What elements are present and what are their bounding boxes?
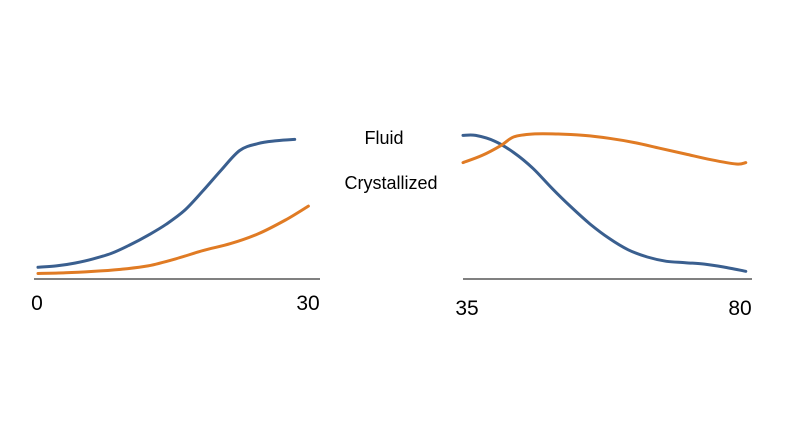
series-layer: [36, 137, 310, 275]
series-line-fluid: [36, 137, 297, 269]
chart-panel-left: 0 30: [31, 137, 320, 315]
x-tick-label-end: 30: [296, 292, 319, 315]
x-tick-label-start: 35: [455, 297, 478, 320]
legend-label-crystallized: Crystallized: [344, 173, 437, 193]
chart-panel-right: 35 80: [455, 132, 752, 320]
x-tick-label-start: 0: [31, 292, 43, 315]
series-line-fluid: [461, 133, 748, 273]
series-line-crystallized: [461, 132, 748, 166]
series-layer: [461, 132, 748, 273]
series-line-crystallized: [36, 204, 310, 275]
x-tick-label-end: 80: [728, 297, 751, 320]
legend-label-fluid: Fluid: [364, 128, 403, 148]
